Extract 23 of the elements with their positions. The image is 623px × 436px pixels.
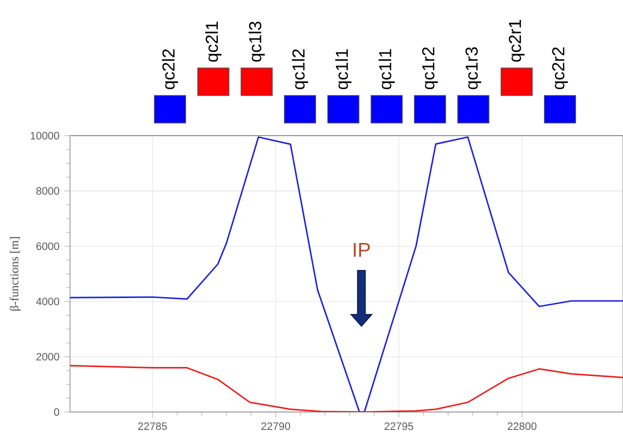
x-tick-label: qc1r2: [422, 47, 438, 90]
x-tick-label: qc1l1: [335, 49, 352, 90]
x-tick-label: qc2l1: [205, 22, 222, 62]
x-tick-label: 22790: [261, 422, 290, 430]
x-tick-label: qc2r2: [552, 47, 568, 90]
y-axis-title: β-functions [m]: [10, 237, 21, 311]
x-tick-label: qc1l2: [292, 49, 308, 90]
x-tick-label: qc2l2: [162, 49, 178, 90]
y-tick-label: 8000: [36, 187, 60, 195]
x-tick-label: 22785: [138, 422, 167, 430]
y-tick-label: 10000: [30, 132, 60, 140]
x-tick-label: 22795: [384, 422, 414, 430]
y-tick-label: 6000: [36, 242, 60, 250]
x-tick-label: 22800: [508, 422, 536, 430]
y-tick-label: 4000: [36, 298, 60, 306]
x-tick-label: qc1l1: [378, 49, 395, 90]
y-tick-label: 2000: [36, 352, 60, 361]
x-tick-label: qc2r1: [508, 20, 525, 62]
y-tick-label: 0: [54, 408, 60, 416]
x-tick-label: qc1l3: [248, 22, 265, 62]
line-series: [70, 364, 623, 412]
x-tick-label: qc1r3: [465, 47, 482, 90]
annotation: IP: [354, 242, 370, 257]
